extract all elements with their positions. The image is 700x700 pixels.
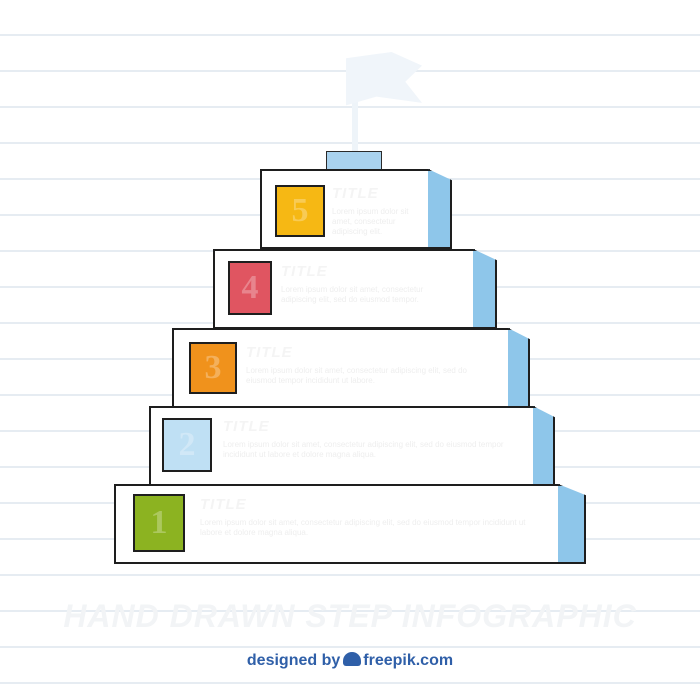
step-2-badge: 2 xyxy=(162,418,212,472)
step-3-body: Lorem ipsum dolor sit amet, consectetur … xyxy=(246,366,467,385)
flag-pole xyxy=(352,62,358,154)
step-5-title: TITLE xyxy=(332,185,379,202)
credit-prefix: designed by xyxy=(246,652,341,669)
credit-brand: freepik.com xyxy=(363,652,454,669)
step-5-badge: 5 xyxy=(275,185,325,237)
step-4-title: TITLE xyxy=(281,263,328,280)
step-1-body: Lorem ipsum dolor sit amet, consectetur … xyxy=(200,518,526,537)
step-2-body: Lorem ipsum dolor sit amet, consectetur … xyxy=(223,440,504,459)
step-4-badge: 4 xyxy=(228,261,272,315)
step-3-number: 3 xyxy=(204,349,222,386)
step-2-number: 2 xyxy=(178,426,196,463)
step-1-number: 1 xyxy=(150,504,168,541)
step-2-title: TITLE xyxy=(223,418,270,435)
step-1-badge: 1 xyxy=(133,494,185,552)
flag-base xyxy=(326,151,382,172)
freepik-credit[interactable]: designed by freepik.com xyxy=(0,652,700,670)
step-3-title: TITLE xyxy=(246,344,293,361)
freepik-logo-icon xyxy=(343,652,362,666)
step-4-number: 4 xyxy=(241,269,259,306)
step-3-badge: 3 xyxy=(189,342,237,394)
step-5-number: 5 xyxy=(291,192,309,229)
infographic-heading: HAND DRAWN STEP INFOGRAPHIC xyxy=(63,598,637,634)
step-4-body: Lorem ipsum dolor sit amet, consectetur … xyxy=(281,285,424,304)
step-5-body: Lorem ipsum dolor sit amet, consectetur … xyxy=(332,207,409,236)
step-1-title: TITLE xyxy=(200,496,247,513)
